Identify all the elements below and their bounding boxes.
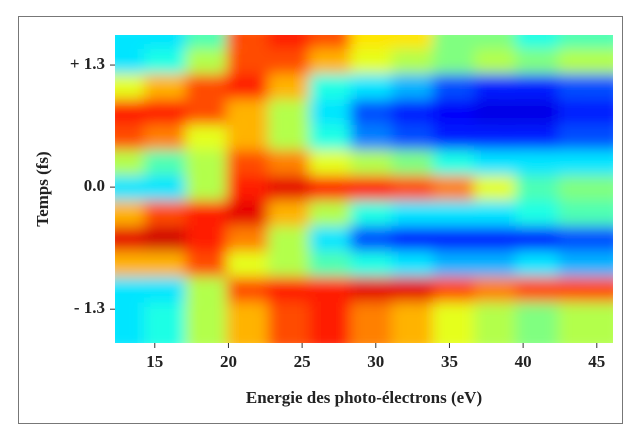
chart: Energie des photo-électrons (eV) Temps (… — [0, 0, 641, 437]
x-tick-label: 45 — [588, 352, 605, 371]
x-tick-label: 30 — [367, 352, 384, 371]
y-tick-label: + 1.3 — [70, 54, 105, 73]
heatmap — [103, 23, 624, 352]
x-tick-label: 20 — [220, 352, 237, 371]
x-tick-label: 40 — [515, 352, 532, 371]
y-tick-label: 0.0 — [84, 176, 105, 195]
x-tick-label: 35 — [441, 352, 458, 371]
heatmap-cells — [103, 23, 624, 352]
y-axis-label: Temps (fs) — [33, 151, 52, 226]
x-axis-label: Energie des photo-électrons (eV) — [246, 388, 482, 407]
heat-cell — [558, 302, 624, 352]
x-tick-label: 25 — [294, 352, 311, 371]
x-tick-label: 15 — [146, 352, 163, 371]
y-tick-label: - 1.3 — [74, 298, 105, 317]
